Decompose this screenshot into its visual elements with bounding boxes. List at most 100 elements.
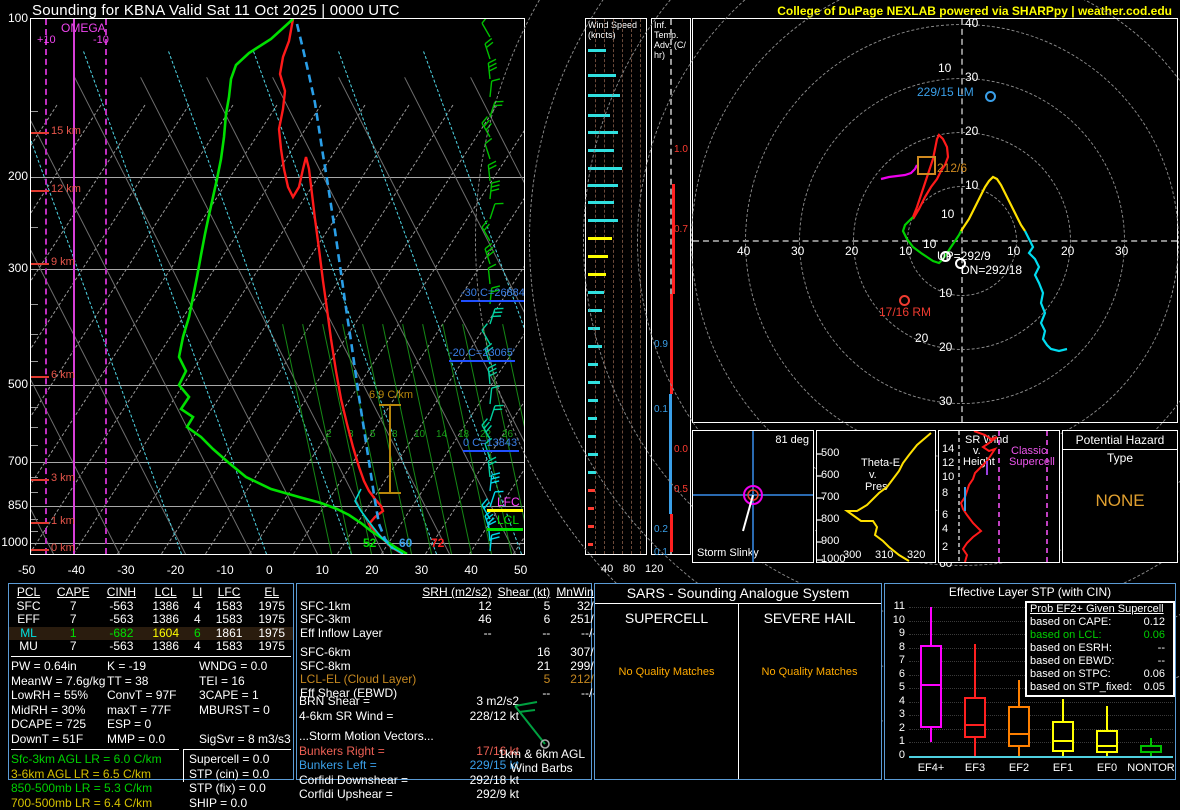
kinematics-table: SRH (m2/s2)Shear (kt)MnWindSRWSFC-1km125… <box>296 583 592 780</box>
hodograph-annotation: 10 <box>923 237 936 251</box>
hazard-value: NONE <box>1063 491 1177 511</box>
prob-value: 0.06 <box>1135 668 1165 681</box>
kin-srh <box>419 646 494 660</box>
parcel-cell: -563 <box>98 613 144 627</box>
stp-y-tick: 4 <box>899 695 905 707</box>
srwind-height-tick: 10 <box>942 471 954 483</box>
srwind-graphic <box>939 431 1059 562</box>
thetae-pressure-tick: 800 <box>821 513 839 525</box>
stp-median <box>1140 751 1163 753</box>
hodograph-annotation: DN=292/18 <box>961 263 1022 277</box>
stp-y-tick: 8 <box>899 641 905 653</box>
thermo-param-c: WNDG = 0.0 <box>199 659 267 673</box>
freezing-level-label: 0 C=13843' <box>463 437 519 452</box>
temperature-axis-label: -20 <box>167 563 184 577</box>
kin-label: SFC-3km <box>297 613 419 627</box>
temperature-axis-label: -50 <box>18 563 35 577</box>
stp-y-tick: 3 <box>899 708 905 720</box>
brn-shear-label: BRN Shear = <box>299 694 429 709</box>
stp-box <box>920 645 943 727</box>
lcl-line <box>487 528 523 531</box>
stp-box <box>1096 730 1119 753</box>
parcel-header-cell: LCL <box>144 586 187 600</box>
sars-hail-message: No Quality Matches <box>738 666 881 678</box>
thetae-tick-mark <box>817 541 823 543</box>
surface-value: 60 <box>399 536 412 550</box>
stp-median <box>1052 740 1075 742</box>
parcel-cell: 1583 <box>208 600 251 614</box>
thermo-param-b: K = -19 <box>107 659 199 674</box>
parcel-cell: -563 <box>98 640 144 654</box>
kin-srh: 12 <box>419 600 494 614</box>
srwind-height-tick: 4 <box>942 523 948 535</box>
thetae-tick-mark <box>817 453 823 455</box>
parcel-cell: 1975 <box>250 640 293 654</box>
sars-supercell-title: SUPERCELL <box>595 610 738 626</box>
prob-row: based on CAPE:0.12 <box>1027 616 1173 629</box>
temperature-axis-label: 0 <box>266 563 273 577</box>
stp-box <box>964 697 987 739</box>
prob-row: based on STPC:0.06 <box>1027 668 1173 681</box>
parcel-cell: 7 <box>48 613 98 627</box>
thetae-pressure-tick: 500 <box>821 447 839 459</box>
thetae-pressure-tick: 600 <box>821 469 839 481</box>
storm-slinky-panel[interactable]: 81 deg Storm Slinky <box>692 430 814 563</box>
parcel-header-cell: EL <box>250 586 293 600</box>
prob-value: -- <box>1135 655 1165 668</box>
thermo-param-a: LowRH = 55% <box>11 688 107 703</box>
stp-category-label: NONTOR <box>1117 762 1180 774</box>
lcl-label: LCL <box>497 513 519 527</box>
thetae-pressure-tick: 1000 <box>821 553 845 565</box>
prob-label: based on STP_fixed: <box>1030 681 1135 694</box>
stp-gridline <box>909 742 1173 743</box>
lfc-line <box>487 509 523 512</box>
thermo-param-b: ESP = 0 <box>107 717 199 732</box>
lfc-label: LFC <box>497 495 520 509</box>
stp-median <box>964 724 987 726</box>
parcel-cell: 4 <box>187 600 208 614</box>
thermo-param-c: 3CAPE = 1 <box>199 688 259 702</box>
prob-label: based on STPC: <box>1030 668 1135 681</box>
lapse-rate-bar <box>389 404 391 494</box>
stp-gridline <box>909 702 1173 703</box>
parcel-cell: 7 <box>48 600 98 614</box>
composite-row: Supercell = 0.0 <box>189 752 291 767</box>
wind-speed-axis-label: 40 <box>601 563 613 575</box>
kin-shear: 16 <box>495 646 554 660</box>
hodograph[interactable]: 6050403020101020301020304050601020304022… <box>692 18 1178 423</box>
storm-motion-row: Corfidi Upshear =292/9 kt <box>299 787 589 802</box>
hodograph-annotation: 20 <box>915 331 928 345</box>
stp-y-tick: 10 <box>893 614 905 626</box>
thermo-param-c: MBURST = 0 <box>199 703 270 717</box>
kin-srh: -- <box>419 627 494 641</box>
parcel-cell: 4 <box>187 613 208 627</box>
prob-value: -- <box>1135 642 1165 655</box>
sounding-traces <box>31 19 524 554</box>
thetae-tick-mark <box>817 559 823 561</box>
pressure-axis-label: 1000 <box>0 535 28 549</box>
kin-label: SFC-8km <box>297 660 419 674</box>
thermo-param-c: SigSvr = 8 m3/s3 <box>199 732 291 746</box>
sars-supercell-message: No Quality Matches <box>595 666 738 678</box>
parcel-cell: 1583 <box>208 640 251 654</box>
composite-row: SHIP = 0.0 <box>189 796 291 810</box>
wind-speed-axis-label: 80 <box>623 563 635 575</box>
lapse-rate-row: 3-6km AGL LR = 6.5 C/km <box>11 767 179 782</box>
lapse-rate-cap <box>379 404 401 406</box>
prob-value: 0.12 <box>1135 616 1165 629</box>
sars-supercell-column: SUPERCELL No Quality Matches <box>595 604 738 779</box>
parcel-cell: 4 <box>187 640 208 654</box>
hazard-title: Potential Hazard Type <box>1063 431 1177 450</box>
